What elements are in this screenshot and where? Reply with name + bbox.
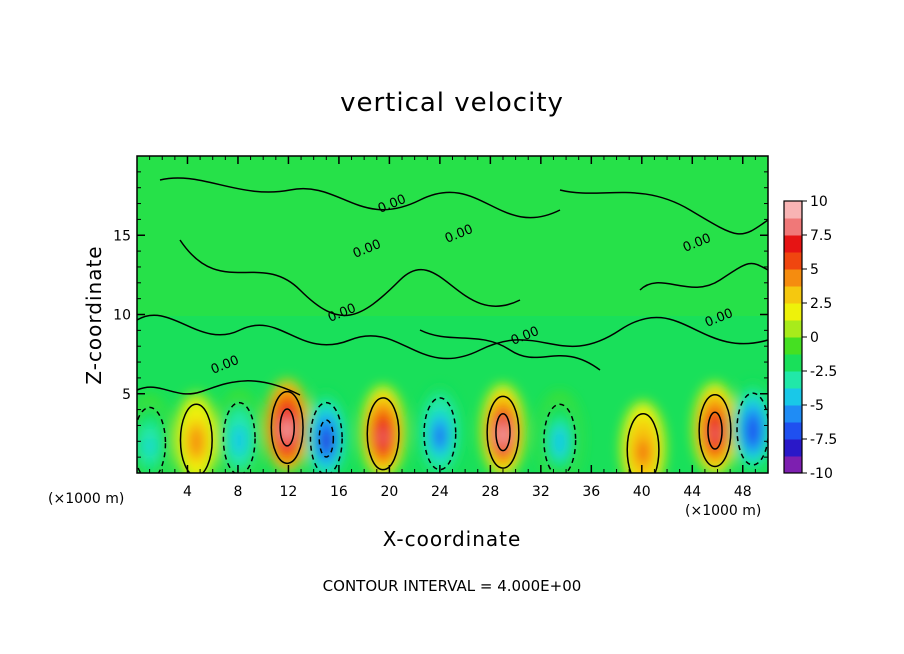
colorbar-swatch xyxy=(784,456,802,474)
x-tick-label: 28 xyxy=(481,484,499,500)
contour-line xyxy=(543,403,577,473)
velocity-field xyxy=(137,156,768,473)
contour-line xyxy=(495,413,511,452)
colorbar-tick-label: -7.5 xyxy=(810,432,837,448)
updraft-cell xyxy=(639,444,647,461)
colorbar-swatch xyxy=(784,439,802,457)
chart-title: vertical velocity xyxy=(340,88,564,118)
x-tick-label: 4 xyxy=(183,484,192,500)
x-tick-label: 8 xyxy=(233,484,242,500)
colorbar-tick-label: 10 xyxy=(810,194,828,210)
contour-line xyxy=(222,401,256,473)
contour-line xyxy=(179,403,213,473)
contour-line xyxy=(626,413,660,473)
contour-line xyxy=(486,395,520,469)
colorbar-swatch xyxy=(784,286,802,304)
x-tick-label: 24 xyxy=(431,484,449,500)
colorbar-tick-label: -10 xyxy=(810,466,833,482)
x-tick-label: 36 xyxy=(582,484,600,500)
zero-contour-line xyxy=(159,177,561,219)
y-tick-label: 10 xyxy=(113,308,131,324)
x-tick-label: 48 xyxy=(734,484,752,500)
contour-line xyxy=(698,393,732,468)
colorbar-swatch xyxy=(784,252,802,270)
colorbar-swatch xyxy=(784,422,802,440)
updraft-cell xyxy=(711,425,719,442)
downdraft-cell xyxy=(145,438,154,454)
x-tick-label: 44 xyxy=(683,484,701,500)
contour-line xyxy=(707,411,723,450)
updraft-cell xyxy=(192,435,200,451)
contour-line xyxy=(736,392,768,466)
colorbar-tick-label: 0 xyxy=(810,330,819,346)
downdraft-cell xyxy=(749,424,757,440)
x-unit-note-right: (×1000 m) xyxy=(685,503,762,519)
contour-line xyxy=(270,390,304,465)
updraft-cell xyxy=(379,429,387,445)
zero-contour-line xyxy=(137,380,301,396)
contour-line xyxy=(279,408,295,447)
colorbar-tick-label: -5 xyxy=(810,398,824,414)
y-axis-label: Z-coordinate xyxy=(82,245,106,385)
colorbar-swatch xyxy=(784,354,802,372)
zero-contour-line xyxy=(559,189,768,235)
colorbar-swatch xyxy=(784,405,802,423)
colorbar-swatch xyxy=(784,388,802,406)
y-tick-label: 5 xyxy=(122,387,131,403)
x-axis-label: X-coordinate xyxy=(382,527,522,551)
zero-contour-line xyxy=(137,314,768,360)
colorbar-tick-label: 2.5 xyxy=(810,296,832,312)
colorbar-swatch xyxy=(784,337,802,355)
contour-line xyxy=(366,397,400,471)
colorbar-swatch xyxy=(784,269,802,287)
x-tick-label: 12 xyxy=(280,484,298,500)
contour-line xyxy=(137,406,167,473)
contour-line xyxy=(318,419,335,458)
colorbar-swatch xyxy=(784,235,802,253)
zero-contour-line xyxy=(419,329,601,371)
zero-contour-line xyxy=(639,262,768,291)
updraft-cell xyxy=(283,422,291,439)
updraft-cell xyxy=(499,427,507,443)
x-tick-label: 16 xyxy=(330,484,348,500)
colorbar-swatch xyxy=(784,371,802,389)
colorbar-swatch xyxy=(784,303,802,321)
contour-line xyxy=(423,397,457,471)
x-unit-note-left: (×1000 m) xyxy=(48,491,125,507)
colorbar-tick-label: 7.5 xyxy=(810,228,832,244)
contour-line xyxy=(309,401,343,473)
downdraft-cell xyxy=(556,435,564,451)
x-tick-label: 32 xyxy=(532,484,550,500)
colorbar-swatch xyxy=(784,320,802,338)
y-tick-label: 15 xyxy=(113,228,131,244)
downdraft-cell xyxy=(436,429,444,445)
downdraft-cell xyxy=(322,433,330,450)
colorbar-tick-label: -2.5 xyxy=(810,364,837,380)
colorbar-tick-label: 5 xyxy=(810,262,819,278)
x-tick-label: 20 xyxy=(380,484,398,500)
colorbar-swatch xyxy=(784,201,802,219)
contour-interval-note: CONTOUR INTERVAL = 4.000E+00 xyxy=(322,577,582,595)
zero-contour-line xyxy=(179,239,521,317)
colorbar: 10 7.5 5 2.5 0 -2.5 -5 -7.5 -10 xyxy=(783,194,837,482)
x-tick-label: 40 xyxy=(633,484,651,500)
downdraft-cell xyxy=(235,433,243,450)
colorbar-swatch xyxy=(784,218,802,236)
